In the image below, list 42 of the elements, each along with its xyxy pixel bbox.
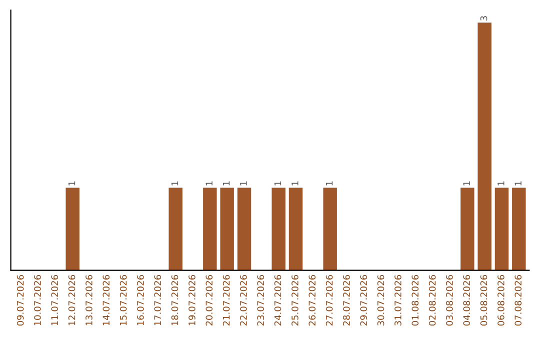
data-label: 1 xyxy=(292,181,298,186)
x-tick-label: 04.08.2026 xyxy=(463,275,470,326)
x-tick-label: 03.08.2026 xyxy=(446,275,453,326)
x-tick-label: 11.07.2026 xyxy=(51,275,58,326)
x-tick-label: 07.08.2026 xyxy=(514,275,522,326)
x-tick-label: 09.07.2026 xyxy=(16,275,24,326)
data-label: 1 xyxy=(274,181,282,186)
x-tick-label: 26.07.2026 xyxy=(308,275,316,326)
x-tick-label: 14.07.2026 xyxy=(102,275,110,326)
x-tick-label: 27.07.2026 xyxy=(326,275,333,326)
x-tick-label: 22.07.2026 xyxy=(240,275,247,326)
data-label: 1 xyxy=(172,181,178,186)
data-label: 1 xyxy=(326,181,333,186)
data-label: 1 xyxy=(68,181,76,186)
x-tick-label: 31.07.2026 xyxy=(394,275,402,326)
x-tick-label: 24.07.2026 xyxy=(274,275,282,326)
x-tick-label: 10.07.2026 xyxy=(34,275,41,326)
x-tick-label: 06.08.2026 xyxy=(498,275,504,326)
x-tick-label: 18.07.2026 xyxy=(171,275,178,326)
x-tick-label: 13.07.2026 xyxy=(86,275,92,326)
x-tick-label: 01.08.2026 xyxy=(412,275,419,326)
data-label: 1 xyxy=(240,181,247,186)
x-tick-label: 20.07.2026 xyxy=(206,275,213,326)
x-tick-label: 17.07.2026 xyxy=(154,275,162,326)
x-tick-label: 02.08.2026 xyxy=(428,275,436,326)
data-label: 1 xyxy=(463,181,470,186)
data-label: 1 xyxy=(222,181,230,186)
x-tick-label: 29.07.2026 xyxy=(360,275,368,326)
data-label: 3 xyxy=(480,16,488,21)
data-label: 1 xyxy=(206,181,212,186)
x-tick-label: 19.07.2026 xyxy=(188,275,196,326)
x-tick-label: 15.07.2026 xyxy=(120,275,127,326)
x-tick-label: 16.07.2026 xyxy=(137,275,144,326)
x-tick-label: 25.07.2026 xyxy=(292,275,298,326)
x-tick-label: 23.07.2026 xyxy=(257,275,264,326)
x-tick-label: 28.07.2026 xyxy=(343,275,350,326)
x-tick-label: 21.07.2026 xyxy=(222,275,230,326)
data-label: 1 xyxy=(514,181,522,186)
data-label: 1 xyxy=(498,181,504,186)
x-tick-label: 30.07.2026 xyxy=(377,275,384,326)
x-tick-label: 05.08.2026 xyxy=(480,275,488,326)
x-tick-label: 12.07.2026 xyxy=(68,275,76,326)
